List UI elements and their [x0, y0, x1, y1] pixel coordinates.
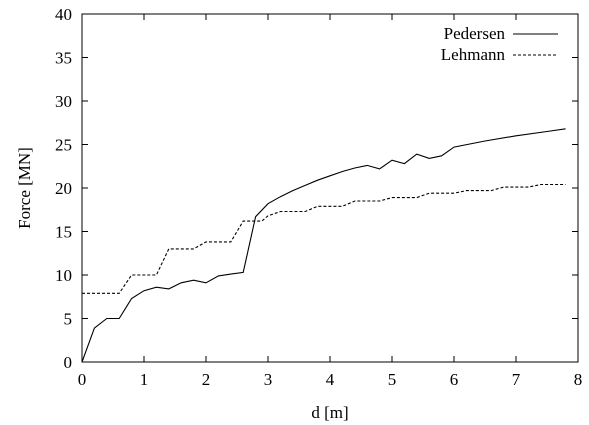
x-tick-label: 5	[388, 370, 397, 389]
y-tick-label: 30	[55, 92, 72, 111]
x-tick-label: 4	[326, 370, 335, 389]
legend-label-pedersen: Pedersen	[444, 24, 506, 43]
plot-border	[81, 13, 579, 363]
y-tick-label: 10	[55, 266, 72, 285]
y-tick-label: 0	[64, 353, 73, 372]
x-tick-label: 0	[78, 370, 87, 389]
y-axis-label: Force [MN]	[15, 147, 34, 229]
series-line-lehmann	[82, 183, 566, 294]
y-tick-label: 5	[64, 310, 73, 329]
x-tick-label: 6	[450, 370, 459, 389]
x-tick-label: 2	[202, 370, 211, 389]
ticks: 0 1 2 3 4 5 6 7 8 0 5 10 15 20 25 30 35 40	[55, 5, 582, 389]
x-tick-label: 3	[264, 370, 273, 389]
y-tick-label: 40	[55, 5, 72, 24]
plot-frame	[81, 13, 579, 363]
series-layer	[81, 128, 566, 363]
y-tick-label: 20	[55, 179, 72, 198]
series-line-pedersen	[81, 128, 566, 363]
x-axis-label: d [m]	[311, 403, 348, 422]
x-tick-label: 1	[140, 370, 149, 389]
y-tick-label: 35	[55, 49, 72, 68]
x-tick-label: 8	[574, 370, 583, 389]
legend-label-lehmann: Lehmann	[441, 45, 506, 64]
x-tick-label: 7	[512, 370, 521, 389]
y-tick-label: 25	[55, 136, 72, 155]
y-tick-label: 15	[55, 223, 72, 242]
legend: Pedersen Lehmann	[441, 24, 558, 64]
